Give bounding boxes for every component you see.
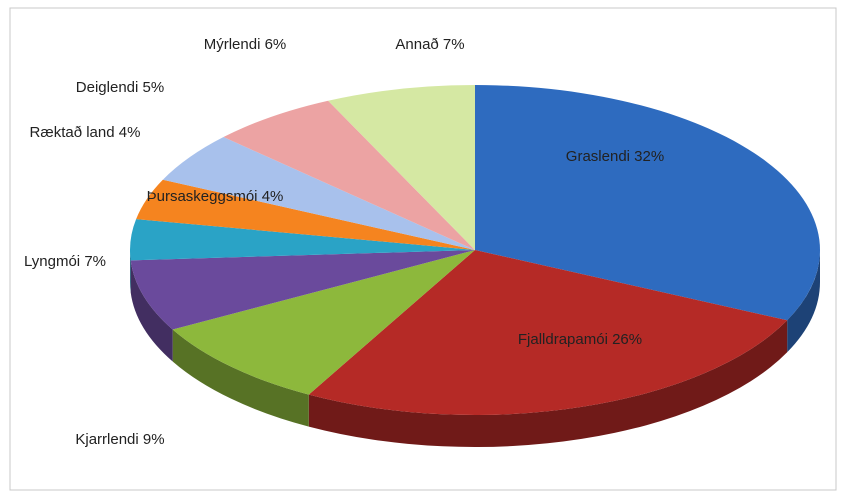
slice-label: Kjarrlendi 9% — [75, 431, 164, 448]
slice-label-name: Lyngmói — [24, 253, 80, 270]
slice-label-name: Fjalldrapamói — [518, 331, 608, 348]
slice — [130, 250, 475, 330]
slice-label-value: 4% — [262, 188, 284, 205]
slice — [475, 85, 820, 321]
slice-label-value: 5% — [143, 79, 165, 96]
slice-label: Deiglendi 5% — [76, 79, 164, 96]
slice-side — [130, 260, 173, 362]
slice — [172, 250, 475, 395]
slice-side — [172, 329, 309, 427]
slice-label-name: Kjarrlendi — [75, 431, 138, 448]
slice-side — [308, 320, 788, 447]
slice-label-value: 26% — [612, 331, 642, 348]
slice-label-name: Þursaskeggsmói — [147, 188, 258, 205]
slice-label-value: 9% — [143, 431, 165, 448]
slice-label-value: 7% — [443, 36, 465, 53]
slice-label-value: 4% — [119, 124, 141, 141]
slice-label-value: 32% — [634, 148, 664, 165]
slice-label-value: 6% — [265, 36, 287, 53]
slice-label: Graslendi 32% — [566, 148, 664, 165]
slice-label-value: 7% — [84, 253, 106, 270]
slice — [223, 100, 475, 250]
slice-label-name: Ræktað land — [30, 124, 115, 141]
slice-label-name: Mýrlendi — [204, 36, 261, 53]
slice-side — [130, 250, 131, 293]
slice — [162, 137, 476, 250]
slice — [136, 179, 475, 250]
slice-label-name: Deiglendi — [76, 79, 139, 96]
slice-label-name: Annað — [395, 36, 438, 53]
slice-label: Fjalldrapamói 26% — [518, 331, 642, 348]
slice-label: Þursaskeggsmói 4% — [147, 188, 284, 205]
slice-side — [787, 250, 821, 353]
slice-label: Ræktað land 4% — [30, 124, 141, 141]
slice-label: Annað 7% — [395, 36, 464, 53]
slice — [308, 250, 788, 415]
slice — [328, 85, 475, 250]
slice — [130, 219, 475, 261]
slice-label-name: Graslendi — [566, 148, 630, 165]
slice-label: Mýrlendi 6% — [204, 36, 287, 53]
slice-label: Lyngmói 7% — [24, 253, 106, 270]
